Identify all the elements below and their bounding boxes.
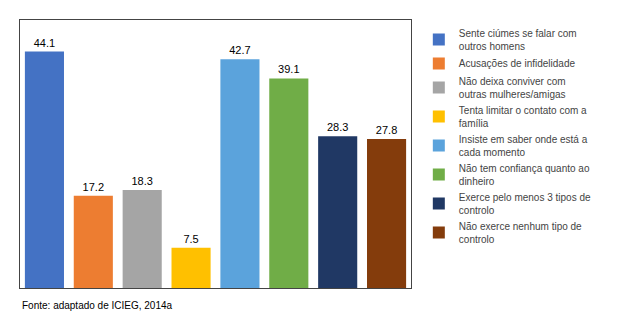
- svg-text:7.5: 7.5: [183, 233, 198, 245]
- svg-text:Acusações de infidelidade: Acusações de infidelidade: [459, 58, 576, 69]
- svg-text:Fonte: adaptado de ICIEG, 2014: Fonte: adaptado de ICIEG, 2014a: [22, 300, 173, 311]
- svg-text:17.2: 17.2: [83, 181, 104, 193]
- svg-text:42.7: 42.7: [229, 44, 250, 56]
- svg-text:Não deixa conviver comoutras m: Não deixa conviver comoutras mulheres/am…: [459, 76, 566, 100]
- svg-text:Exerce pelo menos 3 tipos deco: Exerce pelo menos 3 tipos decontrolo: [459, 192, 591, 216]
- svg-text:28.3: 28.3: [327, 121, 348, 133]
- svg-text:39.1: 39.1: [278, 63, 299, 75]
- svg-text:27.8: 27.8: [376, 124, 397, 136]
- svg-text:Insiste em saber onde está aca: Insiste em saber onde está acada momento: [459, 134, 588, 158]
- svg-text:Não tem confiança quanto aodin: Não tem confiança quanto aodinheiro: [459, 163, 590, 187]
- svg-text:Não exerce nenhum tipo decontr: Não exerce nenhum tipo decontrolo: [459, 221, 582, 245]
- svg-text:44.1: 44.1: [34, 37, 55, 49]
- svg-text:Tenta limitar o contato com af: Tenta limitar o contato com afamília: [459, 105, 587, 129]
- svg-text:18.3: 18.3: [131, 175, 152, 187]
- svg-text:Sente ciúmes se falar comoutro: Sente ciúmes se falar comoutros homens: [459, 28, 577, 52]
